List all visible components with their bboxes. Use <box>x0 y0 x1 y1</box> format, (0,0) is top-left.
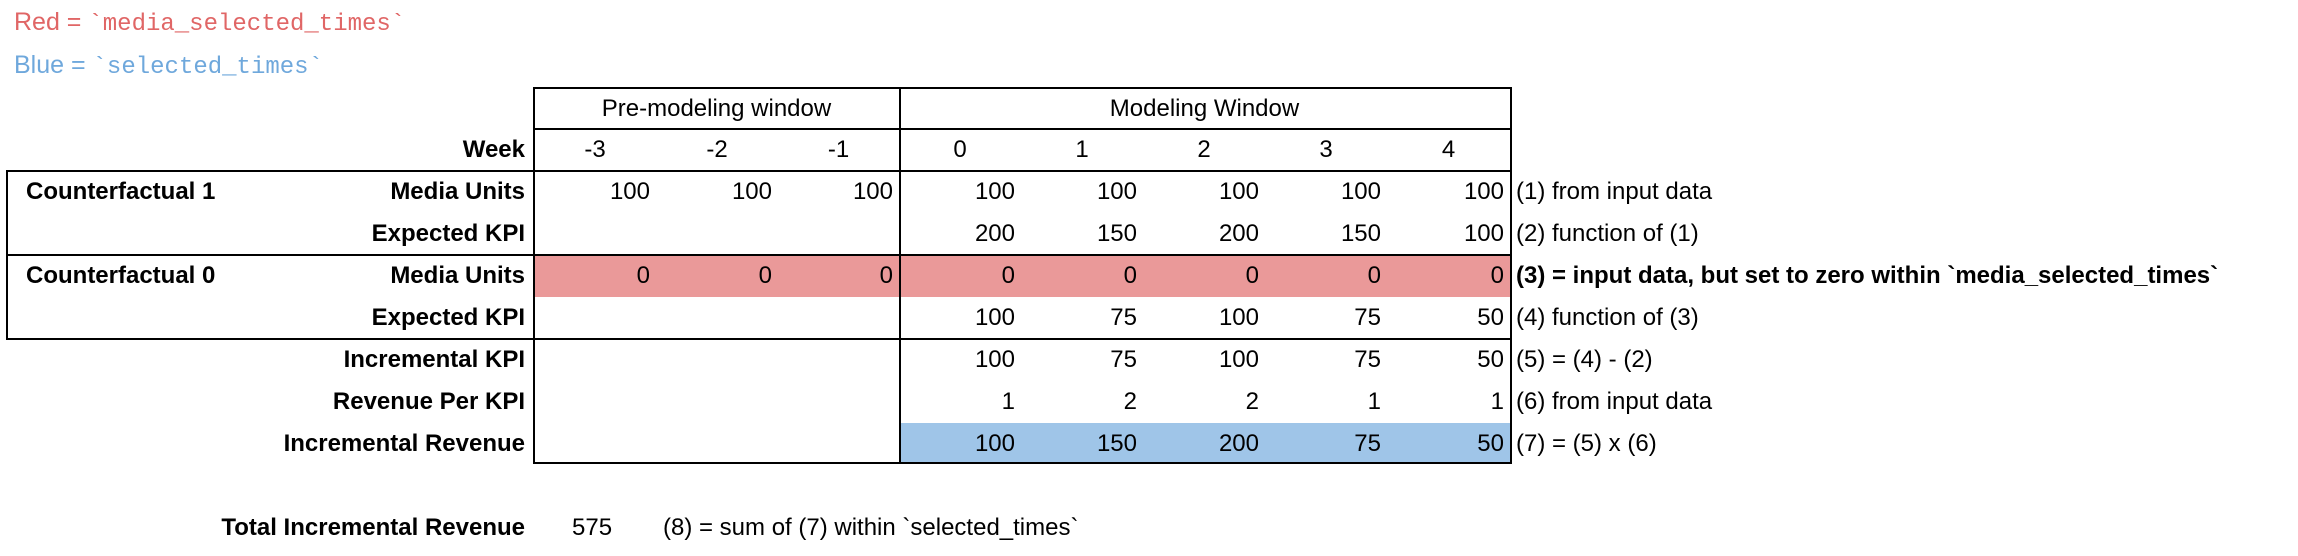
table-cell: 0 <box>1490 262 1504 289</box>
media-selected-times-highlight <box>534 255 1510 297</box>
table-cell <box>534 423 656 465</box>
row-label: Media Units <box>390 262 525 289</box>
legend-blue-code: `selected_times` <box>92 54 323 81</box>
week-header-cell: 3 <box>1319 136 1333 163</box>
week-label: Week <box>462 136 525 163</box>
week-header-cell: 1 <box>1075 136 1089 163</box>
table-cell: 0 <box>1123 262 1137 289</box>
header-divider <box>533 128 1512 130</box>
table-cell: 1 <box>1001 388 1015 415</box>
table-cell: 100 <box>974 430 1015 457</box>
counterfactual-0-box <box>6 254 1512 340</box>
table-cell: 75 <box>1354 346 1381 373</box>
row-note: (4) function of (3) <box>1516 304 1699 331</box>
table-cell: 0 <box>879 262 893 289</box>
table-cell: 0 <box>1245 262 1259 289</box>
table-cell: 100 <box>1463 178 1504 205</box>
row-label: Expected KPI <box>371 220 525 247</box>
table-cell <box>656 423 778 465</box>
table-cell <box>778 297 899 339</box>
table-cell: 50 <box>1477 346 1504 373</box>
table-cell: 100 <box>974 346 1015 373</box>
table-cell: 150 <box>1096 430 1137 457</box>
table-cell: 0 <box>1001 262 1015 289</box>
row-group-label: Counterfactual 1 <box>26 178 216 205</box>
table-cell: 75 <box>1354 304 1381 331</box>
table-cell: 200 <box>1218 220 1259 247</box>
table-cell: 2 <box>1245 388 1259 415</box>
table-cell <box>534 213 656 255</box>
table-cell: 100 <box>1218 346 1259 373</box>
row-label: Incremental Revenue <box>283 430 525 457</box>
legend-blue-label: Blue = <box>14 51 93 79</box>
row-label: Revenue Per KPI <box>332 388 525 415</box>
table-cell: 100 <box>1340 178 1381 205</box>
row-label: Expected KPI <box>371 304 525 331</box>
table-cell: 2 <box>1123 388 1137 415</box>
table-cell <box>656 381 778 423</box>
row-label: Incremental KPI <box>343 346 525 373</box>
row-note: (6) from input data <box>1516 388 1713 415</box>
week-header-cell: 2 <box>1197 136 1211 163</box>
table-cell <box>656 339 778 381</box>
table-cell: 100 <box>1096 178 1137 205</box>
week-header-cell: -2 <box>706 136 728 163</box>
table-cell <box>656 213 778 255</box>
row-note: (1) from input data <box>1516 178 1713 205</box>
total-value: 575 <box>572 514 613 541</box>
table-cell: 75 <box>1354 430 1381 457</box>
legend-blue: Blue = `selected_times` <box>14 51 323 81</box>
week-header-cell: -3 <box>584 136 606 163</box>
table-cell: 0 <box>1367 262 1381 289</box>
week-header-cell: -1 <box>827 136 850 163</box>
legend-red-code: `media_selected_times` <box>88 11 406 38</box>
table-cell: 200 <box>974 220 1015 247</box>
week-header-cell: 4 <box>1441 136 1456 163</box>
row-note: (2) function of (1) <box>1516 220 1699 247</box>
table-cell <box>656 297 778 339</box>
pre-window-header: Pre-modeling window <box>601 95 832 122</box>
table-cell: 100 <box>974 178 1015 205</box>
selected-times-highlight <box>899 423 1510 464</box>
table-cell: 75 <box>1110 304 1137 331</box>
row-note: (3) = input data, but set to zero within… <box>1516 262 2219 289</box>
modeling-window-header: Modeling Window <box>1109 95 1300 122</box>
table-cell <box>534 339 656 381</box>
table-cell: 50 <box>1477 304 1504 331</box>
table-cell <box>778 381 899 423</box>
total-label: Total Incremental Revenue <box>221 514 525 541</box>
table-cell: 1 <box>1490 388 1504 415</box>
table-cell: 100 <box>852 178 893 205</box>
total-note: (8) = sum of (7) within `selected_times` <box>663 514 1079 541</box>
table-cell: 100 <box>609 178 650 205</box>
table-cell: 150 <box>1340 220 1381 247</box>
table-cell: 100 <box>1218 178 1259 205</box>
legend-red-label: Red = <box>14 8 89 36</box>
table-cell <box>778 339 899 381</box>
table-cell: 50 <box>1477 430 1504 457</box>
row-note: (7) = (5) x (6) <box>1516 430 1657 457</box>
table-cell <box>534 297 656 339</box>
table-cell: 75 <box>1110 346 1137 373</box>
table-cell: 0 <box>636 262 650 289</box>
table-cell: 150 <box>1096 220 1137 247</box>
table-cell <box>534 381 656 423</box>
table-cell: 1 <box>1367 388 1381 415</box>
table-cell: 200 <box>1218 430 1259 457</box>
legend-red: Red = `media_selected_times` <box>14 8 405 38</box>
row-label: Media Units <box>390 178 525 205</box>
week-header-cell: 0 <box>953 136 967 163</box>
table-cell: 100 <box>731 178 772 205</box>
table-cell: 0 <box>758 262 772 289</box>
row-note: (5) = (4) - (2) <box>1516 346 1653 373</box>
row-group-label: Counterfactual 0 <box>26 262 216 289</box>
table-cell <box>778 423 899 465</box>
table-cell: 100 <box>974 304 1015 331</box>
table-cell <box>778 213 899 255</box>
table-cell: 100 <box>1463 220 1504 247</box>
table-cell: 100 <box>1218 304 1259 331</box>
